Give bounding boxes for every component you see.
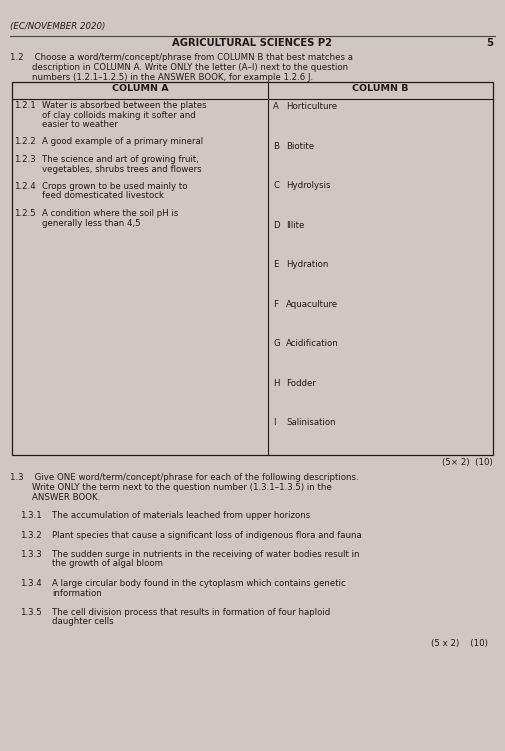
Text: G: G <box>273 339 280 348</box>
Text: Plant species that cause a significant loss of indigenous flora and fauna: Plant species that cause a significant l… <box>52 530 362 539</box>
Text: COLUMN B: COLUMN B <box>352 84 409 93</box>
Text: 1.3.5: 1.3.5 <box>20 608 42 617</box>
Text: Water is absorbed between the plates: Water is absorbed between the plates <box>42 101 207 110</box>
Text: ANSWER BOOK.: ANSWER BOOK. <box>10 493 100 502</box>
Text: A good example of a primary mineral: A good example of a primary mineral <box>42 137 203 146</box>
Text: description in COLUMN A. Write ONLY the letter (A–I) next to the question: description in COLUMN A. Write ONLY the … <box>10 63 348 72</box>
Text: D: D <box>273 221 280 230</box>
Text: B: B <box>273 141 279 150</box>
Text: Biotite: Biotite <box>286 141 314 150</box>
Text: 1.3    Give ONE word/term/concept/phrase for each of the following descriptions.: 1.3 Give ONE word/term/concept/phrase fo… <box>10 473 359 482</box>
Text: Write ONLY the term next to the question number (1.3.1–1.3.5) in the: Write ONLY the term next to the question… <box>10 483 332 492</box>
Text: 1.3.1: 1.3.1 <box>20 511 42 520</box>
Text: numbers (1.2.1–1.2.5) in the ANSWER BOOK, for example 1.2.6 J.: numbers (1.2.1–1.2.5) in the ANSWER BOOK… <box>10 73 313 82</box>
Text: E: E <box>273 261 278 269</box>
Text: information: information <box>52 589 102 598</box>
Text: 1.2.3: 1.2.3 <box>14 155 36 164</box>
Text: 1.3.3: 1.3.3 <box>20 550 42 559</box>
Text: of clay colloids making it softer and: of clay colloids making it softer and <box>42 110 196 119</box>
Text: AGRICULTURAL SCIENCES P2: AGRICULTURAL SCIENCES P2 <box>172 38 332 48</box>
Text: The accumulation of materials leached from upper horizons: The accumulation of materials leached fr… <box>52 511 310 520</box>
Text: H: H <box>273 379 279 388</box>
Text: The cell division process that results in formation of four haploid: The cell division process that results i… <box>52 608 330 617</box>
Text: 1.3.4: 1.3.4 <box>20 579 42 588</box>
Text: A: A <box>273 102 279 111</box>
Text: 1.2.2: 1.2.2 <box>14 137 36 146</box>
Text: 1.2.4: 1.2.4 <box>14 182 36 191</box>
Text: Fodder: Fodder <box>286 379 316 388</box>
Text: (5 x 2)    (10): (5 x 2) (10) <box>431 639 488 648</box>
Text: Hydrolysis: Hydrolysis <box>286 181 330 190</box>
Text: I: I <box>273 418 276 427</box>
Text: F: F <box>273 300 278 309</box>
Text: 1.2.5: 1.2.5 <box>14 209 36 218</box>
Text: Salinisation: Salinisation <box>286 418 336 427</box>
Text: (5× 2)  (10): (5× 2) (10) <box>442 458 493 467</box>
Text: the growth of algal bloom: the growth of algal bloom <box>52 559 163 569</box>
Text: Crops grown to be used mainly to: Crops grown to be used mainly to <box>42 182 187 191</box>
Text: daughter cells: daughter cells <box>52 617 114 626</box>
Text: COLUMN A: COLUMN A <box>112 84 168 93</box>
Text: 1.2    Choose a word/term/concept/phrase from COLUMN B that best matches a: 1.2 Choose a word/term/concept/phrase fr… <box>10 53 353 62</box>
Text: Illite: Illite <box>286 221 305 230</box>
Text: Aquaculture: Aquaculture <box>286 300 338 309</box>
Text: easier to weather: easier to weather <box>42 120 118 129</box>
Text: 1.2.1: 1.2.1 <box>14 101 36 110</box>
Text: feed domesticated livestock: feed domesticated livestock <box>42 192 164 201</box>
Bar <box>12 82 493 455</box>
Text: Horticulture: Horticulture <box>286 102 337 111</box>
Text: The science and art of growing fruit,: The science and art of growing fruit, <box>42 155 199 164</box>
Text: Acidification: Acidification <box>286 339 339 348</box>
Text: 5: 5 <box>486 38 493 48</box>
Text: C: C <box>273 181 279 190</box>
Text: 1.3.2: 1.3.2 <box>20 530 42 539</box>
Text: vegetables, shrubs trees and flowers: vegetables, shrubs trees and flowers <box>42 164 201 173</box>
Text: The sudden surge in nutrients in the receiving of water bodies result in: The sudden surge in nutrients in the rec… <box>52 550 360 559</box>
Text: (EC/NOVEMBER 2020): (EC/NOVEMBER 2020) <box>10 22 106 31</box>
Text: A condition where the soil pH is: A condition where the soil pH is <box>42 209 178 218</box>
Text: generally less than 4,5: generally less than 4,5 <box>42 219 140 228</box>
Text: Hydration: Hydration <box>286 261 328 269</box>
Text: A large circular body found in the cytoplasm which contains genetic: A large circular body found in the cytop… <box>52 579 346 588</box>
